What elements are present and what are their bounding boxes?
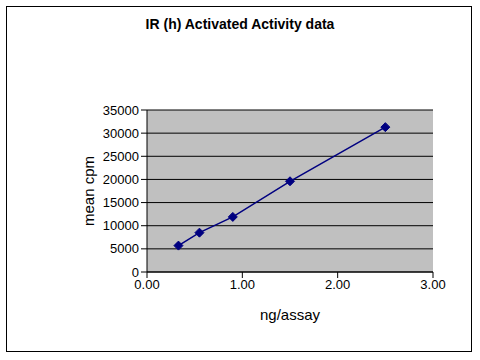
svg-text:0: 0 bbox=[132, 265, 139, 280]
svg-text:ng/assay: ng/assay bbox=[260, 306, 321, 323]
svg-text:0.00: 0.00 bbox=[134, 277, 160, 293]
svg-text:30000: 30000 bbox=[103, 126, 139, 141]
svg-text:5000: 5000 bbox=[110, 241, 139, 256]
svg-text:2.00: 2.00 bbox=[325, 277, 350, 292]
svg-text:35000: 35000 bbox=[103, 103, 139, 118]
svg-text:25000: 25000 bbox=[103, 149, 139, 164]
svg-text:20000: 20000 bbox=[103, 172, 139, 187]
svg-text:3.00: 3.00 bbox=[420, 277, 445, 292]
svg-text:mean cpm: mean cpm bbox=[80, 156, 97, 226]
svg-text:1.00: 1.00 bbox=[230, 277, 255, 292]
svg-text:15000: 15000 bbox=[103, 195, 139, 210]
html-text:IR (h) Activated Activity data: IR (h) Activated Activity data bbox=[145, 16, 335, 32]
svg-text:10000: 10000 bbox=[103, 218, 139, 233]
